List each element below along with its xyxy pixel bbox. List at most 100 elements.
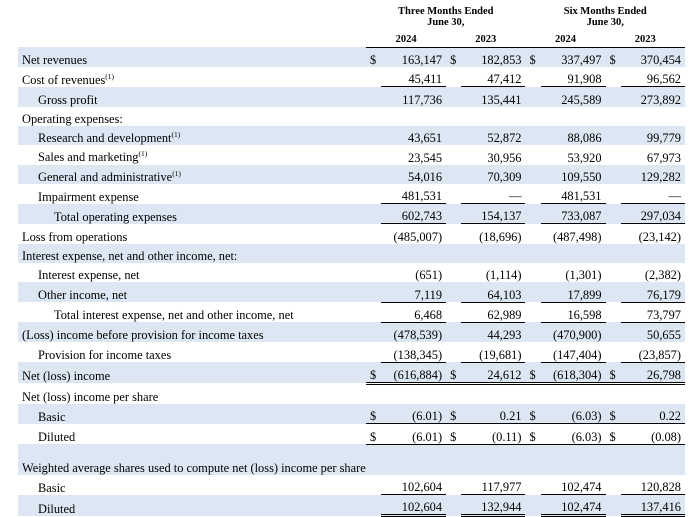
currency — [525, 224, 540, 244]
row-label: Basic — [18, 404, 367, 424]
amount: 129,282 — [620, 164, 685, 184]
currency — [446, 164, 462, 184]
amount: (6.03) — [540, 404, 606, 425]
currency — [606, 67, 621, 87]
row: Operating expenses: — [18, 107, 685, 126]
currency — [366, 125, 382, 146]
amount: (6.03) — [540, 423, 606, 445]
amount: 481,531 — [540, 183, 606, 205]
amount: 73,797 — [620, 302, 685, 323]
row: Net (loss) income per share — [18, 383, 685, 404]
row-label: Basic — [18, 475, 366, 495]
amount: 43,651 — [381, 125, 447, 146]
currency — [606, 184, 621, 204]
row: Other income, net 7,119 64,103 17,899 76,179 — [18, 282, 685, 303]
amount: 30,956 — [487, 150, 522, 165]
row: Basic $ (6.01) $0.21 $ (6.03) $0.22 — [18, 404, 685, 425]
row: Gross profit 117,736 135,441 245,589 273,892 — [18, 86, 685, 107]
currency — [366, 322, 382, 343]
income-statement: Three Months Ended June 30, Six Months En… — [18, 4, 685, 517]
year-cell: 2024 — [525, 28, 606, 48]
amount: 96,562 — [620, 67, 685, 88]
label-text: Diluted — [38, 430, 76, 445]
currency: $ — [446, 47, 462, 68]
row: General and administrative(1) 54,016 70,30… — [18, 164, 685, 184]
currency — [366, 263, 381, 282]
currency — [525, 282, 541, 303]
currency: $ — [525, 47, 541, 68]
currency: $ — [446, 362, 462, 385]
amount: 44,293 — [461, 322, 526, 343]
currency — [446, 342, 461, 362]
group-title: Six Months Ended June 30, — [563, 6, 647, 28]
currency: $ — [605, 423, 621, 445]
row: Weighted average shares used to compute … — [18, 444, 685, 475]
amount: 17,899 — [540, 282, 606, 303]
amount: 0.22 — [620, 404, 685, 425]
currency — [525, 145, 540, 164]
currency — [606, 224, 621, 244]
currency — [366, 224, 381, 244]
amount: 120,828 — [620, 474, 685, 496]
group-title: Three Months Ended June 30, — [398, 6, 494, 28]
currency — [606, 145, 621, 164]
currency: $ — [525, 423, 541, 445]
amount: (478,539) — [381, 322, 447, 343]
currency — [606, 263, 621, 282]
amount: (1,301) — [565, 268, 602, 283]
currency — [366, 184, 381, 204]
amount: 52,872 — [461, 125, 526, 146]
row-label: Diluted — [18, 494, 367, 516]
footnote: (1) — [172, 168, 181, 178]
currency — [366, 342, 381, 362]
currency: $ — [525, 404, 541, 425]
label-text: Sales and marketing — [38, 150, 139, 165]
label-text: Net (loss) income — [22, 369, 111, 384]
label-text: Provision for income taxes — [38, 348, 172, 363]
amount: 26,798 — [620, 362, 685, 385]
currency — [446, 282, 462, 303]
currency — [525, 475, 540, 495]
currency — [605, 494, 621, 516]
currency: $ — [605, 362, 621, 385]
row-label: Research and development(1) — [18, 125, 367, 146]
row: Interest expense, net and other income, … — [18, 243, 685, 264]
amount: 76,179 — [620, 282, 685, 303]
row-label: Cost of revenues(1) — [18, 67, 366, 87]
amount: 102,474 — [540, 494, 606, 517]
currency: $ — [366, 423, 382, 445]
label-text: Net revenues — [22, 53, 88, 68]
amount: (487,498) — [552, 229, 602, 244]
amount: 50,655 — [620, 322, 685, 343]
currency — [605, 322, 621, 343]
amount: (19,681) — [461, 342, 526, 363]
currency — [446, 184, 461, 204]
row-label: Operating expenses: — [18, 107, 685, 126]
currency — [446, 263, 461, 282]
row-label: Diluted — [18, 424, 366, 444]
row: (Loss) income before provision for incom… — [18, 322, 685, 343]
header-years: 2024 2023 2024 2023 — [18, 28, 685, 48]
currency: $ — [366, 47, 382, 68]
label-text: Total operating expenses — [54, 209, 177, 224]
amount: 132,944 — [461, 494, 526, 517]
label-text: Interest expense, net and other income, … — [22, 249, 238, 264]
amount: (2,382) — [644, 268, 681, 283]
row-label: Impairment expense — [18, 184, 366, 204]
amount: (618,304) — [540, 362, 606, 385]
amount: (0.11) — [461, 423, 526, 445]
amount: (138,345) — [381, 342, 447, 363]
footnote: (1) — [105, 71, 115, 81]
currency — [446, 67, 461, 87]
amount: 6,468 — [381, 302, 447, 323]
currency — [605, 203, 621, 224]
row: Interest expense, net (651) (1,114) (1,301)… — [18, 263, 685, 282]
row-label: (Loss) income before provision for incom… — [18, 322, 367, 343]
amount: 47,412 — [461, 67, 526, 88]
currency — [525, 125, 541, 146]
amount: (6.01) — [381, 423, 447, 445]
currency — [606, 342, 621, 362]
currency — [446, 475, 461, 495]
currency: $ — [366, 404, 382, 425]
label-text: Research and development — [38, 131, 172, 146]
